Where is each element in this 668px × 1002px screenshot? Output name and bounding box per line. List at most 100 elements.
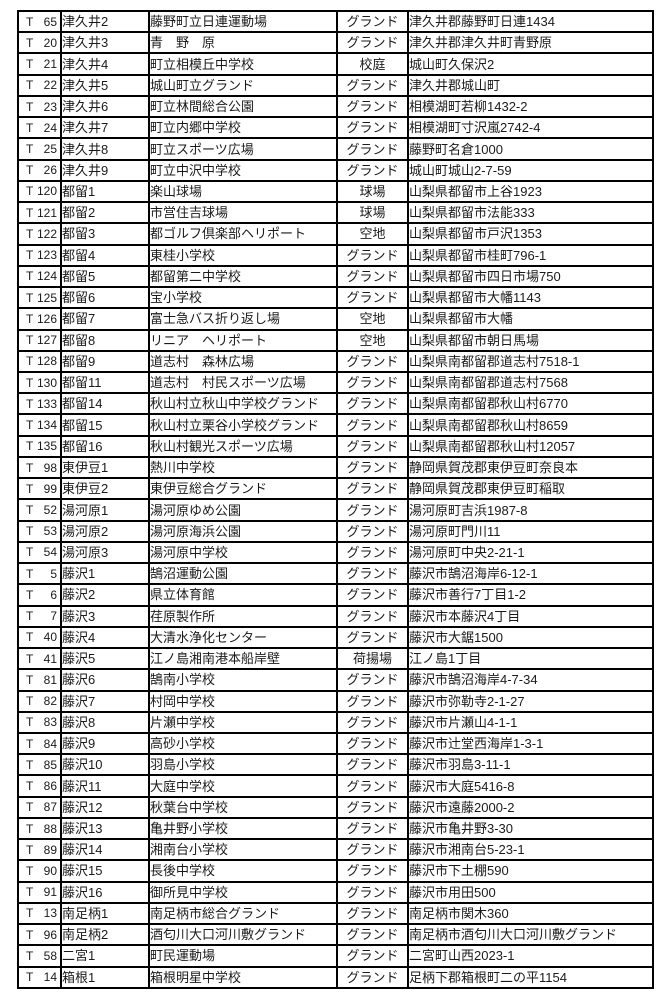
code-number-cell: T 128 [17, 349, 62, 373]
table-row: T 96 南足柄2 酒匂川大口河川敷グランド グランド 南足柄市酒匂川大口河川敷… [17, 923, 654, 947]
facility-name-cell: 町立内郷中学校 [148, 116, 338, 140]
address-cell: 藤沢市亀井野3-30 [407, 816, 654, 841]
code-number-cell: T 98 [17, 455, 62, 480]
table-row: T 85 藤沢10 羽島小学校 グランド 藤沢市羽島3-11-1 [17, 753, 654, 777]
code-label: T [26, 927, 34, 942]
table-row: T 65 津久井2 藤野町立日連運動場 グランド 津久井郡藤野町日連1434 [17, 9, 654, 34]
facility-name-cell: 箱根明星中学校 [148, 965, 338, 990]
code-label: T [26, 163, 34, 178]
address-cell: 山梨県都留市四日市場750 [407, 264, 654, 289]
facility-name-cell: 江ノ島湘南港本船岸壁 [148, 647, 338, 671]
district-cell: 藤沢4 [60, 625, 150, 650]
address-cell: 藤沢市善行7丁目1-2 [407, 583, 654, 607]
code-label: T [26, 587, 34, 602]
district-cell: 津久井7 [60, 116, 150, 140]
district-cell: 都留5 [60, 264, 150, 289]
district-cell: 箱根1 [60, 965, 150, 990]
code-label: T [26, 14, 34, 29]
code-label: T [26, 651, 34, 666]
district-cell: 二宮1 [60, 944, 150, 968]
number-label: 126 [36, 311, 57, 326]
address-cell: 城山町城山2-7-59 [407, 158, 654, 182]
table-row: T 128 都留9 道志村 森林広場 グランド 山梨県南都留郡道志村7518-1 [17, 349, 654, 373]
table-row: T 26 津久井9 町立中沢中学校 グランド 城山町城山2-7-59 [17, 158, 654, 182]
address-cell: 津久井郡津久井町青野原 [407, 31, 654, 55]
code-number-cell: T 99 [17, 477, 62, 501]
site-type-cell: 球場 [336, 201, 409, 225]
site-type-cell: グランド [336, 604, 409, 628]
district-cell: 東伊豆2 [60, 477, 150, 501]
table-row: T 52 湯河原1 湯河原ゆめ公園 グランド 湯河原町吉浜1987-8 [17, 498, 654, 522]
heliport-site-table: T 65 津久井2 藤野町立日連運動場 グランド 津久井郡藤野町日連1434 T… [17, 9, 654, 990]
site-type-cell: グランド [336, 625, 409, 650]
district-cell: 都留4 [60, 243, 150, 267]
code-label: T [26, 885, 34, 900]
site-type-cell: グランド [336, 562, 409, 586]
site-type-cell: グランド [336, 540, 409, 565]
district-cell: 都留8 [60, 328, 150, 352]
district-cell: 都留7 [60, 307, 150, 331]
address-cell: 足柄下郡箱根町二の平1154 [407, 965, 654, 990]
code-number-cell: T 91 [17, 880, 62, 904]
address-cell: 山梨県都留市戸沢1353 [407, 222, 654, 246]
code-number-cell: T 25 [17, 137, 62, 161]
facility-name-cell: 湯河原中学校 [148, 540, 338, 565]
number-label: 7 [50, 609, 57, 624]
address-cell: 藤沢市鵠沼海岸4-7-34 [407, 668, 654, 692]
site-type-cell: グランド [336, 137, 409, 161]
district-cell: 藤沢13 [60, 816, 150, 841]
facility-name-cell: 市営住吉球場 [148, 201, 338, 225]
facility-name-cell: 東伊豆総合グランド [148, 477, 338, 501]
code-number-cell: T 120 [17, 179, 62, 204]
address-cell: 相模湖町若柳1432-2 [407, 94, 654, 119]
site-type-cell: グランド [336, 286, 409, 310]
table-row: T 135 都留16 秋山村観光スポーツ広場 グランド 山梨県南都留郡秋山村12… [17, 434, 654, 458]
address-cell: 湯河原町吉浜1987-8 [407, 498, 654, 522]
code-label: T [26, 333, 34, 348]
district-cell: 藤沢8 [60, 710, 150, 734]
code-label: T [26, 439, 34, 454]
facility-name-cell: 町立中沢中学校 [148, 158, 338, 182]
table-row: T 127 都留8 リニア ヘリポート 空地 山梨県都留市朝日馬場 [17, 328, 654, 352]
district-cell: 津久井5 [60, 73, 150, 97]
code-number-cell: T 23 [17, 94, 62, 119]
site-type-cell: グランド [336, 94, 409, 119]
site-type-cell: 空地 [336, 328, 409, 352]
number-label: 89 [43, 842, 57, 857]
number-label: 133 [36, 396, 57, 411]
code-number-cell: T 90 [17, 859, 62, 883]
district-cell: 津久井6 [60, 94, 150, 119]
table-row: T 54 湯河原3 湯河原中学校 グランド 湯河原町中央2-21-1 [17, 540, 654, 565]
site-type-cell: グランド [336, 838, 409, 862]
code-number-cell: T 88 [17, 816, 62, 841]
number-label: 91 [43, 885, 57, 900]
table-row: T 23 津久井6 町立林間総合公園 グランド 相模湖町若柳1432-2 [17, 94, 654, 119]
site-type-cell: 球場 [336, 179, 409, 204]
code-number-cell: T 130 [17, 370, 62, 395]
code-label: T [26, 757, 34, 772]
site-type-cell: グランド [336, 477, 409, 501]
number-label: 82 [43, 694, 57, 709]
site-type-cell: グランド [336, 795, 409, 819]
district-cell: 都留16 [60, 434, 150, 458]
site-type-cell: グランド [336, 519, 409, 543]
table-row: T 87 藤沢12 秋葉台中学校 グランド 藤沢市遠藤2000-2 [17, 795, 654, 819]
site-type-cell: グランド [336, 731, 409, 756]
code-label: T [26, 226, 34, 241]
address-cell: 藤沢市遠藤2000-2 [407, 795, 654, 819]
code-number-cell: T 20 [17, 31, 62, 55]
table-row: T 20 津久井3 青 野 原 グランド 津久井郡津久井町青野原 [17, 31, 654, 55]
address-cell: 山梨県都留市桂町796-1 [407, 243, 654, 267]
table-row: T 81 藤沢6 鵠南小学校 グランド 藤沢市鵠沼海岸4-7-34 [17, 668, 654, 692]
site-type-cell: グランド [336, 923, 409, 947]
code-number-cell: T 83 [17, 710, 62, 734]
table-row: T 53 湯河原2 湯河原海浜公園 グランド 湯河原町門川11 [17, 519, 654, 543]
address-cell: 藤野町名倉1000 [407, 137, 654, 161]
site-type-cell: グランド [336, 816, 409, 841]
facility-name-cell: 町立相模丘中学校 [148, 52, 338, 76]
address-cell: 山梨県都留市上谷1923 [407, 179, 654, 204]
site-type-cell: グランド [336, 753, 409, 777]
table-row: T 83 藤沢8 片瀬中学校 グランド 藤沢市片瀬山4-1-1 [17, 710, 654, 734]
table-row: T 122 都留3 都ゴルフ倶楽部ヘリポート 空地 山梨県都留市戸沢1353 [17, 222, 654, 246]
number-label: 125 [36, 290, 57, 305]
